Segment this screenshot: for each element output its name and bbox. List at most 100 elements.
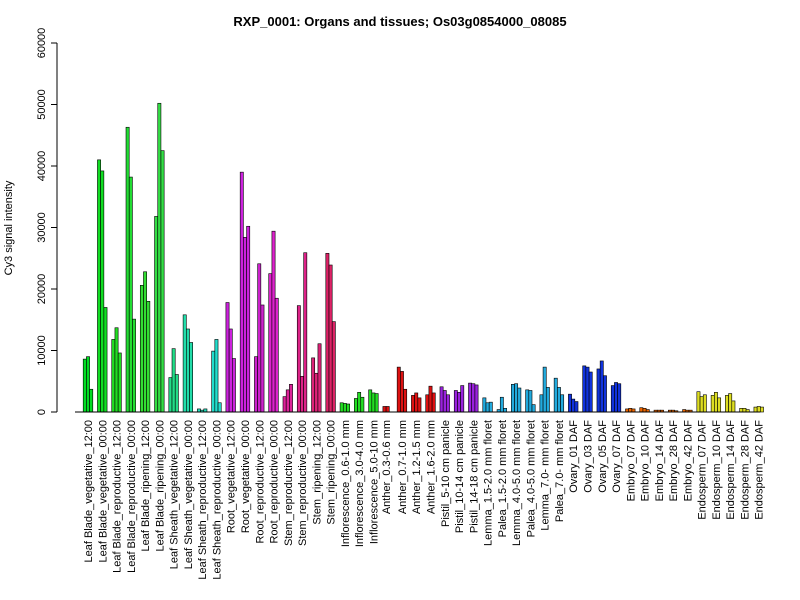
- bar: [274, 297, 279, 413]
- bar: [585, 366, 590, 413]
- x-tick-label: Stem_ripening_12:00: [311, 420, 323, 525]
- x-tick-label: Palea_1.5-2.0 mm floret: [497, 420, 509, 537]
- bar: [300, 376, 304, 413]
- x-tick-label: Leaf Blade_reproductive_12:00: [112, 420, 124, 573]
- bar: [189, 342, 194, 413]
- bar: [499, 396, 504, 413]
- x-tick-label: Anther_1.2-1.5 mm: [411, 420, 423, 514]
- bar: [111, 339, 116, 413]
- bar: [639, 407, 644, 413]
- bar: [354, 398, 358, 413]
- x-tick-label: Leaf Blade_vegetative_00:00: [97, 420, 109, 563]
- bar: [574, 401, 579, 413]
- bar: [414, 392, 419, 413]
- bar: [285, 389, 290, 413]
- bar: [171, 348, 176, 413]
- y-tick-label: 40000: [36, 151, 48, 182]
- bar: [725, 395, 729, 413]
- bar: [328, 264, 333, 413]
- x-tick-label: Ovary_01 DAF: [568, 420, 580, 493]
- bar: [442, 390, 447, 413]
- bar: [174, 374, 179, 413]
- x-tick-label: Lemma_1.5-2.0 mm floret: [483, 420, 495, 546]
- x-tick-label: Endosperm_10 DAF: [711, 420, 723, 520]
- bar: [143, 271, 147, 413]
- bar: [317, 343, 322, 413]
- bar: [542, 366, 547, 413]
- x-tick-label: Leaf Blade_ripening_00:00: [154, 420, 166, 552]
- x-tick-label: Stem_reproductive_12:00: [283, 420, 295, 546]
- bar: [617, 383, 622, 413]
- bar: [296, 305, 301, 413]
- x-tick-label: Ovary_07 DAF: [611, 420, 623, 493]
- bar: [485, 402, 490, 413]
- x-tick-label: Root_vegetative_00:00: [240, 420, 252, 533]
- x-tick-label: Lemma_4.0-5.0 mm floret: [511, 420, 523, 546]
- bar: [100, 170, 105, 413]
- x-tick-label: Embryo_10 DAF: [640, 420, 652, 502]
- x-tick-label: Pistil_5-10 cm panicle: [440, 420, 452, 527]
- y-tick-label: 10000: [36, 335, 48, 366]
- bar: [117, 352, 122, 413]
- x-tick-label: Root_reproductive_12:00: [254, 420, 266, 544]
- x-tick-label: Stem_ripening_00:00: [326, 420, 338, 525]
- bar: [610, 385, 615, 413]
- bar: [568, 393, 572, 413]
- y-tick-label: 60000: [36, 28, 48, 59]
- bar: [257, 263, 262, 413]
- bar: [528, 390, 533, 413]
- bar: [756, 406, 761, 413]
- bar: [739, 408, 744, 413]
- bar: [731, 400, 736, 413]
- x-tick-label: Inflorescence_0.6-1.0 mm: [340, 420, 352, 547]
- x-tick-label: Leaf Blade_reproductive_00:00: [126, 420, 138, 573]
- y-axis: 0 10000 20000 30000 40000 50000 60000: [36, 28, 58, 415]
- bar: [217, 402, 222, 413]
- bar: [400, 371, 404, 413]
- bar: [182, 314, 187, 413]
- bar: [696, 391, 701, 413]
- bar: [403, 388, 408, 413]
- bar: [114, 327, 119, 413]
- x-tick-label: Pistil_14-18 cm panicle: [468, 420, 480, 533]
- bar: [360, 396, 365, 413]
- bar: [557, 387, 561, 413]
- bar: [103, 307, 108, 413]
- bar: [228, 328, 233, 413]
- x-tick-label: Leaf Sheath_reproductive_12:00: [197, 420, 209, 580]
- x-tick-label: Embryo_14 DAF: [654, 420, 666, 502]
- x-tick-label: Palea_7.0- mm floret: [554, 420, 566, 522]
- bar: [385, 406, 390, 413]
- bar: [132, 318, 136, 413]
- x-tick-label: Embryo_07 DAF: [625, 420, 637, 502]
- bar: [346, 403, 350, 413]
- bar: [531, 404, 536, 413]
- bar: [525, 389, 530, 413]
- bar: [268, 273, 273, 413]
- bar: [128, 176, 133, 413]
- bar: [314, 372, 319, 413]
- x-tick-label: Endosperm_42 DAF: [754, 420, 766, 520]
- bar: [614, 382, 618, 413]
- x-tick-label: Lemma_7.0- mm floret: [540, 420, 552, 531]
- bar: [371, 392, 376, 413]
- bar: [243, 237, 247, 413]
- bar: [146, 300, 151, 413]
- bar: [232, 358, 236, 413]
- bar: [339, 402, 344, 413]
- bar: [511, 384, 515, 413]
- bar: [139, 285, 144, 413]
- bar: [560, 394, 565, 413]
- bar: [517, 387, 522, 413]
- bar: [303, 252, 308, 413]
- x-tick-label: Anther_0.7-1.0 mm: [397, 420, 409, 514]
- x-tick-label: Embryo_28 DAF: [668, 420, 680, 502]
- bar: [239, 171, 244, 413]
- x-tick-label: Palea_4.0-5.0 mm floret: [525, 420, 537, 537]
- bar: [453, 390, 458, 413]
- x-tick-label: Embryo_42 DAF: [682, 420, 694, 502]
- bar: [260, 304, 265, 413]
- bar: [382, 406, 387, 413]
- bar: [457, 392, 461, 413]
- bar: [254, 356, 258, 413]
